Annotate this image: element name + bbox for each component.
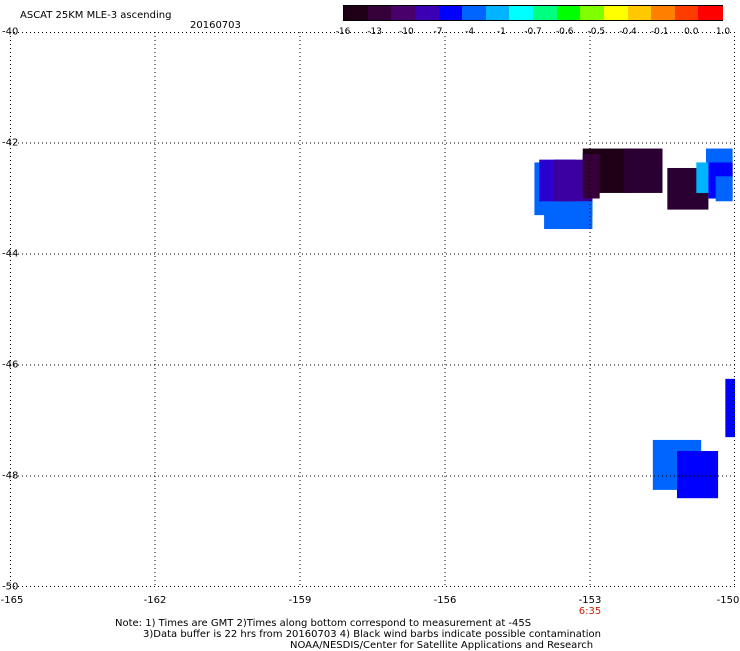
color-scale-tick: -0.6	[555, 27, 574, 37]
longitude-label: -153	[578, 595, 602, 606]
latitude-label: -42	[2, 137, 19, 149]
wind-cell	[725, 378, 735, 438]
color-scale-segment	[438, 6, 463, 20]
longitude-label: -165	[0, 595, 24, 606]
color-scale-segment	[627, 6, 652, 20]
latitude-label: -40	[2, 26, 19, 38]
color-scale-tick: -0.7	[524, 27, 542, 37]
latitude-label: -44	[2, 248, 19, 260]
color-scale-segment	[651, 6, 676, 20]
wind-cell	[715, 176, 733, 202]
latitude-label: -50	[2, 581, 19, 593]
color-scale-segment	[485, 6, 510, 20]
color-scale-segment	[533, 6, 558, 20]
color-scale-tick: -1	[496, 27, 506, 37]
color-scale-segment	[603, 6, 628, 20]
color-scale-segment	[698, 6, 723, 20]
color-scale-tick: -0.4	[619, 27, 637, 37]
color-scale-tick: 0.0	[684, 27, 699, 37]
color-scale-segment	[580, 6, 605, 20]
note-line-3: NOAA/NESDIS/Center for Satellite Applica…	[290, 640, 594, 651]
latitude-label: -48	[2, 470, 19, 482]
color-scale-segment	[674, 6, 699, 20]
color-scale-bar	[343, 5, 723, 21]
color-scale-segment	[344, 6, 369, 20]
note-line-1: Note: 1) Times are GMT 2)Times along bot…	[115, 618, 532, 629]
wind-cell	[677, 451, 719, 499]
lat-lon-grid	[10, 32, 735, 587]
map-date: 20160703	[190, 20, 241, 31]
color-scale-segment	[414, 6, 439, 20]
longitude-label: -150	[716, 595, 740, 606]
color-scale-tick: -0.5	[587, 27, 606, 37]
color-scale-tick: -4	[465, 27, 475, 37]
color-scale-tick: -0.1	[650, 27, 669, 37]
map-title: ASCAT 25KM MLE-3 ascending	[20, 10, 172, 21]
color-scale-segment	[556, 6, 581, 20]
longitude-label: -159	[288, 595, 312, 606]
color-scale-segment	[367, 6, 392, 20]
time-label: 6:35	[578, 606, 602, 617]
longitude-label: -162	[143, 595, 167, 606]
color-scale-segment	[391, 6, 416, 20]
wind-cell	[582, 154, 600, 199]
color-scale-segment	[509, 6, 534, 20]
note-line-2: 3)Data buffer is 22 hrs from 20160703 4)…	[143, 629, 601, 640]
wind-cell	[623, 148, 663, 193]
wind-cells	[534, 148, 735, 499]
latitude-label: -46	[2, 359, 19, 371]
map-plot-area	[10, 32, 735, 587]
longitude-label: -156	[433, 595, 457, 606]
color-scale-segment	[462, 6, 487, 20]
